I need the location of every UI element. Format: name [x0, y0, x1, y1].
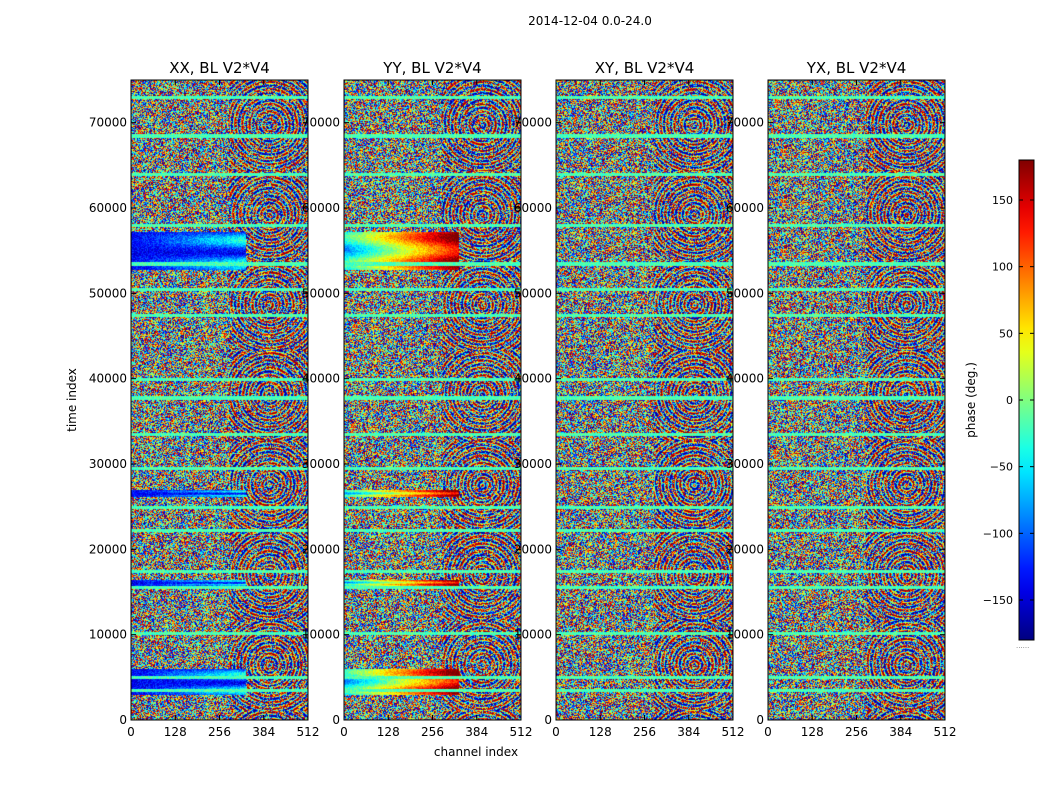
x-tick-label: 512	[934, 725, 957, 739]
y-tick-label: 70000	[302, 116, 340, 130]
x-axis-label: channel index	[434, 745, 518, 759]
y-tick-label: 40000	[89, 372, 127, 386]
y-tick-label: 70000	[514, 116, 552, 130]
panel-yy: YY, BL V2*V4 0 128 256 384 512 0 10000 20000 3000…	[302, 59, 533, 739]
y-tick-label: 70000	[89, 116, 127, 130]
y-tick-label: 10000	[302, 628, 340, 642]
x-tick-label: 0	[552, 725, 560, 739]
y-tick-label: 50000	[302, 286, 340, 300]
x-tick-label: 0	[764, 725, 772, 739]
x-tick-label: 384	[465, 725, 488, 739]
y-tick-label: 50000	[89, 286, 127, 300]
x-tick-label: 256	[845, 725, 868, 739]
y-tick-label: 0	[544, 713, 552, 727]
colorbar-tick-label: 0	[1006, 394, 1013, 407]
y-tick-label: 10000	[89, 628, 127, 642]
colorbar-tick-label: −50	[990, 461, 1013, 474]
y-tick-label: 70000	[726, 116, 764, 130]
y-tick-label: 50000	[514, 286, 552, 300]
y-tick-label: 0	[332, 713, 340, 727]
colorbar-footer: ......	[1016, 642, 1029, 650]
y-tick-label: 40000	[726, 372, 764, 386]
y-tick-label: 60000	[89, 201, 127, 215]
panels-group: XX, BL V2*V4 0 128 256 384 512 0 10000 20000 3000…	[89, 59, 957, 739]
y-tick-label: 30000	[89, 457, 127, 471]
x-tick-label: 512	[297, 725, 320, 739]
colorbar-tick-label: 100	[992, 261, 1013, 274]
y-tick-label: 0	[119, 713, 127, 727]
y-axis-label: time index	[65, 368, 79, 432]
panel-xy: XY, BL V2*V4 0 128 256 384 512 0 10000 20000 3000…	[514, 59, 745, 739]
x-tick-label: 128	[801, 725, 824, 739]
x-tick-label: 256	[208, 725, 231, 739]
colorbar-tick-label: −100	[983, 527, 1013, 540]
y-tick-label: 20000	[514, 542, 552, 556]
x-tick-label: 512	[510, 725, 533, 739]
panel-title: XY, BL V2*V4	[595, 59, 695, 77]
y-tick-label: 30000	[514, 457, 552, 471]
y-tick-label: 50000	[726, 286, 764, 300]
y-tick-label: 60000	[726, 201, 764, 215]
y-tick-label: 20000	[726, 542, 764, 556]
y-tick-label: 60000	[302, 201, 340, 215]
panel-title: YY, BL V2*V4	[382, 59, 481, 77]
x-tick-label: 384	[252, 725, 275, 739]
x-tick-label: 128	[589, 725, 612, 739]
y-tick-label: 60000	[514, 201, 552, 215]
colorbar-tick-label: 150	[992, 194, 1013, 207]
phase-heatmap-yy	[344, 80, 521, 720]
panel-xx: XX, BL V2*V4 0 128 256 384 512 0 10000 20000 3000…	[89, 59, 320, 739]
y-tick-label: 20000	[89, 542, 127, 556]
phase-heatmap-yx	[768, 80, 945, 720]
y-tick-label: 30000	[726, 457, 764, 471]
x-tick-label: 512	[722, 725, 745, 739]
y-tick-label: 10000	[514, 628, 552, 642]
y-tick-label: 30000	[302, 457, 340, 471]
figure-suptitle: 2014-12-04 0.0-24.0	[528, 14, 652, 28]
colorbar-tick-label: 50	[999, 327, 1013, 340]
x-tick-label: 0	[127, 725, 135, 739]
panel-title: XX, BL V2*V4	[169, 59, 270, 77]
y-tick-label: 0	[756, 713, 764, 727]
y-tick-label: 40000	[302, 372, 340, 386]
x-tick-label: 384	[889, 725, 912, 739]
phase-heatmap-xx	[131, 80, 308, 720]
x-tick-label: 256	[421, 725, 444, 739]
colorbar-group: 150 100 50 0 −50 −100 −150 phase (deg.)......	[964, 159, 1035, 650]
colorbar-tick-label: −150	[983, 594, 1013, 607]
y-tick-label: 20000	[302, 542, 340, 556]
y-tick-label: 10000	[726, 628, 764, 642]
colorbar-label: phase (deg.)	[964, 362, 978, 438]
x-tick-label: 384	[677, 725, 700, 739]
phase-heatmap-xy	[556, 80, 733, 720]
panel-title: YX, BL V2*V4	[806, 59, 907, 77]
x-tick-label: 256	[633, 725, 656, 739]
panel-yx: YX, BL V2*V4 0 128 256 384 512 0 10000 20000 3000…	[726, 59, 957, 739]
x-tick-label: 128	[377, 725, 400, 739]
x-tick-label: 128	[164, 725, 187, 739]
y-tick-label: 40000	[514, 372, 552, 386]
x-tick-label: 0	[340, 725, 348, 739]
